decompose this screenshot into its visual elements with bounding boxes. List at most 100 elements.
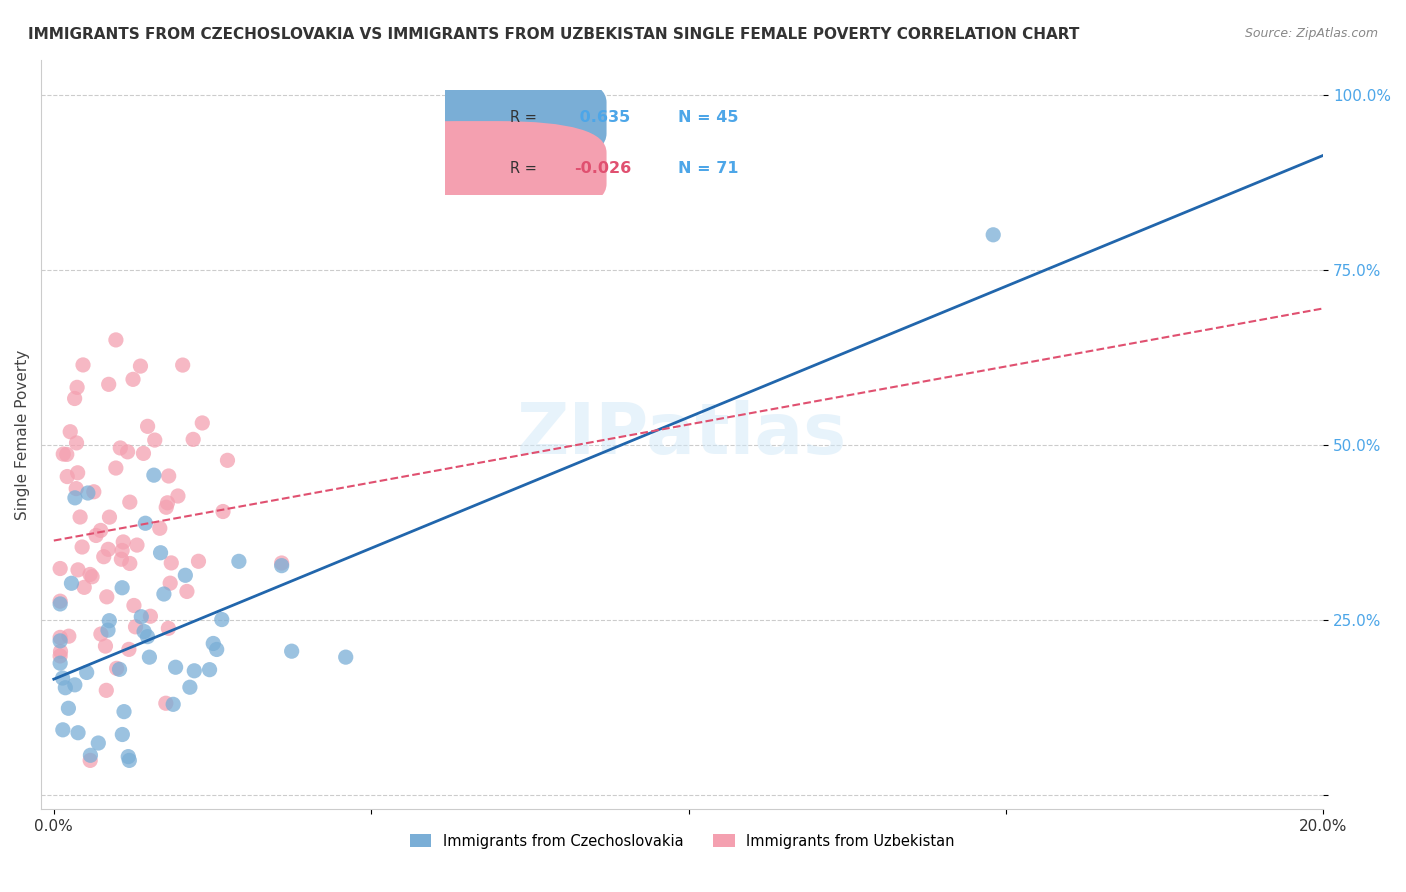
Immigrants from Czechoslovakia: [76, 486, 98, 500]
Immigrants from Uzbekistan: [72, 358, 94, 372]
Immigrants from Uzbekistan: [172, 358, 194, 372]
Immigrants from Uzbekistan: [97, 377, 120, 392]
Immigrants from Czechoslovakia: [149, 546, 172, 560]
Immigrants from Uzbekistan: [118, 642, 141, 657]
Immigrants from Uzbekistan: [132, 446, 155, 460]
Immigrants from Uzbekistan: [122, 372, 145, 386]
Immigrants from Czechoslovakia: [183, 664, 205, 678]
Immigrants from Uzbekistan: [149, 521, 172, 535]
Immigrants from Uzbekistan: [176, 584, 198, 599]
Immigrants from Uzbekistan: [159, 576, 181, 591]
Text: Source: ZipAtlas.com: Source: ZipAtlas.com: [1244, 27, 1378, 40]
Immigrants from Uzbekistan: [49, 648, 72, 663]
Immigrants from Czechoslovakia: [335, 650, 357, 665]
Immigrants from Czechoslovakia: [153, 587, 176, 601]
Immigrants from Uzbekistan: [49, 594, 72, 608]
Immigrants from Czechoslovakia: [179, 680, 201, 694]
Immigrants from Czechoslovakia: [270, 558, 292, 573]
Immigrants from Uzbekistan: [270, 556, 292, 570]
Immigrants from Uzbekistan: [66, 466, 89, 480]
Immigrants from Uzbekistan: [104, 461, 127, 475]
Immigrants from Uzbekistan: [118, 557, 141, 571]
Immigrants from Czechoslovakia: [98, 614, 121, 628]
Immigrants from Uzbekistan: [143, 433, 166, 447]
Immigrants from Uzbekistan: [217, 453, 239, 467]
Immigrants from Uzbekistan: [110, 552, 132, 566]
Immigrants from Uzbekistan: [65, 436, 87, 450]
Immigrants from Uzbekistan: [96, 590, 118, 604]
Immigrants from Uzbekistan: [98, 510, 121, 524]
Immigrants from Uzbekistan: [129, 359, 152, 373]
Immigrants from Uzbekistan: [84, 528, 107, 542]
Immigrants from Czechoslovakia: [981, 227, 1004, 242]
Immigrants from Uzbekistan: [156, 496, 179, 510]
Immigrants from Uzbekistan: [49, 631, 72, 645]
Immigrants from Uzbekistan: [212, 504, 235, 518]
Immigrants from Czechoslovakia: [280, 644, 302, 658]
Immigrants from Czechoslovakia: [49, 656, 72, 670]
Immigrants from Czechoslovakia: [211, 613, 233, 627]
Immigrants from Czechoslovakia: [49, 633, 72, 648]
Immigrants from Uzbekistan: [90, 627, 112, 641]
Immigrants from Czechoslovakia: [97, 623, 120, 637]
Immigrants from Uzbekistan: [117, 445, 139, 459]
Immigrants from Czechoslovakia: [79, 748, 101, 763]
Immigrants from Uzbekistan: [73, 580, 96, 594]
Immigrants from Czechoslovakia: [162, 698, 184, 712]
Immigrants from Uzbekistan: [157, 621, 180, 635]
Immigrants from Uzbekistan: [55, 447, 77, 461]
Immigrants from Uzbekistan: [122, 599, 145, 613]
Immigrants from Czechoslovakia: [53, 681, 76, 695]
Immigrants from Uzbekistan: [63, 392, 86, 406]
Immigrants from Uzbekistan: [66, 380, 89, 394]
Immigrants from Uzbekistan: [58, 629, 80, 643]
Immigrants from Uzbekistan: [110, 441, 132, 455]
Immigrants from Czechoslovakia: [165, 660, 187, 674]
Immigrants from Czechoslovakia: [58, 701, 80, 715]
Immigrants from Uzbekistan: [66, 563, 89, 577]
Immigrants from Czechoslovakia: [134, 516, 156, 531]
Immigrants from Uzbekistan: [79, 753, 101, 767]
Y-axis label: Single Female Poverty: Single Female Poverty: [15, 350, 30, 520]
Immigrants from Czechoslovakia: [112, 705, 135, 719]
Immigrants from Uzbekistan: [52, 447, 75, 461]
Immigrants from Czechoslovakia: [117, 749, 139, 764]
Immigrants from Czechoslovakia: [111, 581, 134, 595]
Immigrants from Uzbekistan: [65, 482, 87, 496]
Immigrants from Czechoslovakia: [142, 468, 165, 483]
Immigrants from Uzbekistan: [97, 542, 120, 557]
Text: ZIPatlas: ZIPatlas: [517, 400, 848, 469]
Immigrants from Uzbekistan: [70, 540, 93, 554]
Immigrants from Uzbekistan: [69, 510, 91, 524]
Immigrants from Uzbekistan: [181, 433, 204, 447]
Immigrants from Uzbekistan: [111, 543, 134, 558]
Immigrants from Uzbekistan: [94, 639, 117, 653]
Immigrants from Czechoslovakia: [111, 727, 134, 741]
Legend: Immigrants from Czechoslovakia, Immigrants from Uzbekistan: Immigrants from Czechoslovakia, Immigran…: [404, 828, 960, 855]
Immigrants from Uzbekistan: [124, 620, 146, 634]
Immigrants from Uzbekistan: [160, 556, 183, 570]
Immigrants from Czechoslovakia: [60, 576, 83, 591]
Immigrants from Czechoslovakia: [228, 554, 250, 568]
Immigrants from Uzbekistan: [191, 416, 214, 430]
Text: IMMIGRANTS FROM CZECHOSLOVAKIA VS IMMIGRANTS FROM UZBEKISTAN SINGLE FEMALE POVER: IMMIGRANTS FROM CZECHOSLOVAKIA VS IMMIGR…: [28, 27, 1080, 42]
Immigrants from Uzbekistan: [49, 561, 72, 575]
Immigrants from Czechoslovakia: [63, 678, 86, 692]
Immigrants from Uzbekistan: [90, 524, 112, 538]
Immigrants from Uzbekistan: [157, 469, 180, 483]
Immigrants from Uzbekistan: [96, 683, 118, 698]
Immigrants from Czechoslovakia: [129, 609, 152, 624]
Immigrants from Uzbekistan: [105, 661, 128, 675]
Immigrants from Uzbekistan: [155, 500, 177, 515]
Immigrants from Czechoslovakia: [87, 736, 110, 750]
Immigrants from Czechoslovakia: [202, 636, 225, 650]
Immigrants from Uzbekistan: [79, 567, 101, 582]
Immigrants from Czechoslovakia: [108, 662, 131, 676]
Immigrants from Czechoslovakia: [136, 630, 159, 644]
Immigrants from Uzbekistan: [139, 609, 162, 624]
Immigrants from Uzbekistan: [93, 549, 115, 564]
Immigrants from Czechoslovakia: [67, 725, 90, 739]
Immigrants from Czechoslovakia: [76, 665, 98, 680]
Immigrants from Uzbekistan: [83, 484, 105, 499]
Immigrants from Uzbekistan: [104, 333, 127, 347]
